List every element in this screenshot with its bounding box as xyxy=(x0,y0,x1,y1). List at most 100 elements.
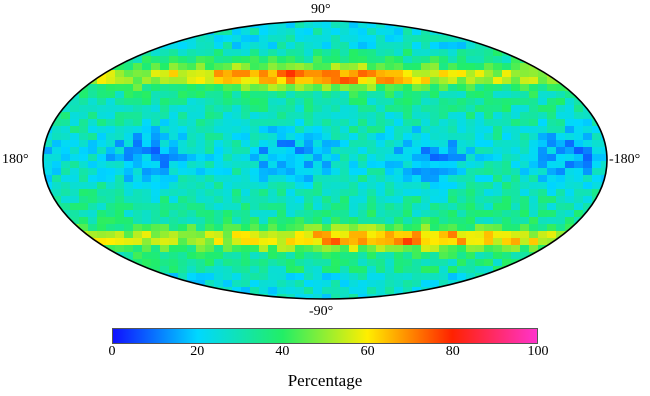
map-cell xyxy=(187,203,197,211)
latitude-label-north: 90° xyxy=(311,2,331,17)
map-cell xyxy=(286,84,296,92)
map-cell xyxy=(304,287,314,295)
map-cell xyxy=(70,168,80,176)
map-cell xyxy=(187,231,197,239)
map-cell xyxy=(178,245,188,253)
map-cell xyxy=(43,147,53,155)
map-cell xyxy=(547,126,557,134)
map-cell xyxy=(160,182,170,190)
map-cell xyxy=(277,175,287,183)
map-cell xyxy=(232,196,242,204)
map-cell xyxy=(403,196,413,204)
map-cell xyxy=(457,210,467,218)
map-cell xyxy=(547,154,557,162)
map-cell xyxy=(133,168,143,176)
map-cell xyxy=(493,56,503,64)
map-cell xyxy=(484,259,494,267)
map-cell xyxy=(565,126,575,134)
map-cell xyxy=(529,168,539,176)
colorbar-tick: 60 xyxy=(360,344,375,359)
map-cell xyxy=(142,161,152,169)
map-cell xyxy=(223,84,233,92)
map-cell xyxy=(484,231,494,239)
map-cell xyxy=(277,245,287,253)
map-cell xyxy=(493,147,503,155)
map-cell xyxy=(412,63,422,71)
map-cell xyxy=(421,266,431,274)
map-cell xyxy=(538,238,548,246)
map-cell xyxy=(394,28,404,36)
map-cell xyxy=(475,161,485,169)
map-cell xyxy=(124,133,134,141)
map-cell xyxy=(601,161,607,169)
map-cell xyxy=(430,280,440,288)
map-cell xyxy=(178,147,188,155)
map-cell xyxy=(313,56,323,64)
map-cell xyxy=(412,175,422,183)
map-cell xyxy=(556,161,566,169)
map-cell xyxy=(331,126,341,134)
map-cell xyxy=(385,210,395,218)
map-cell xyxy=(430,63,440,71)
map-cell xyxy=(196,238,206,246)
map-cell xyxy=(592,161,602,169)
map-cell xyxy=(295,42,305,50)
map-cell xyxy=(502,147,512,155)
map-cell xyxy=(205,280,215,288)
map-cell xyxy=(529,189,539,197)
map-cell xyxy=(394,168,404,176)
map-cell xyxy=(349,287,359,295)
map-cell xyxy=(340,84,350,92)
map-cell xyxy=(439,154,449,162)
map-cell xyxy=(106,147,116,155)
map-cell xyxy=(340,91,350,99)
map-cell xyxy=(403,259,413,267)
map-cell xyxy=(475,175,485,183)
map-cell xyxy=(232,91,242,99)
map-cell xyxy=(340,147,350,155)
map-cell xyxy=(403,56,413,64)
map-cell xyxy=(187,168,197,176)
map-cell xyxy=(385,147,395,155)
map-cell xyxy=(439,238,449,246)
map-cell xyxy=(79,91,89,99)
map-cell xyxy=(241,119,251,127)
map-cell xyxy=(286,294,296,299)
map-cell xyxy=(358,119,368,127)
map-cell xyxy=(538,224,548,232)
map-cell xyxy=(484,140,494,148)
map-cell xyxy=(286,203,296,211)
map-cell xyxy=(592,154,602,162)
map-cell xyxy=(367,252,377,260)
map-cell xyxy=(331,182,341,190)
map-cell xyxy=(223,210,233,218)
map-cell xyxy=(403,84,413,92)
map-cell xyxy=(151,238,161,246)
map-cell xyxy=(412,224,422,232)
map-cell xyxy=(394,119,404,127)
map-cell xyxy=(277,252,287,260)
map-cell xyxy=(457,182,467,190)
map-cell xyxy=(331,49,341,57)
map-cell xyxy=(457,252,467,260)
map-cell xyxy=(151,252,161,260)
map-cell xyxy=(367,21,377,29)
map-cell xyxy=(466,98,476,106)
map-cell xyxy=(412,119,422,127)
map-cell xyxy=(466,147,476,155)
map-cell xyxy=(115,147,125,155)
map-cell xyxy=(475,133,485,141)
map-cell xyxy=(52,119,62,127)
map-cell xyxy=(520,140,530,148)
map-cell xyxy=(376,175,386,183)
map-cell xyxy=(232,287,242,295)
map-cell xyxy=(583,119,593,127)
map-cell xyxy=(124,231,134,239)
map-cell xyxy=(376,70,386,78)
map-cell xyxy=(79,119,89,127)
map-cell xyxy=(430,196,440,204)
map-cell xyxy=(394,203,404,211)
map-cell xyxy=(403,238,413,246)
map-cell xyxy=(241,182,251,190)
map-cell xyxy=(457,77,467,85)
